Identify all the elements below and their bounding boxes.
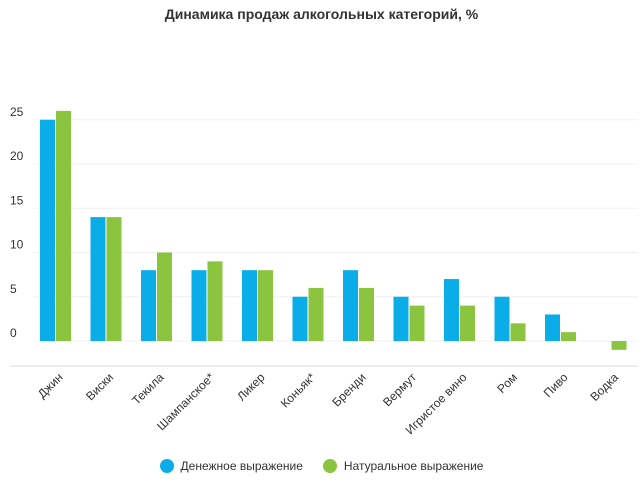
x-tick-label: Виски bbox=[83, 370, 116, 403]
x-tick-label: Бренди bbox=[329, 370, 368, 409]
legend-marker-volume bbox=[322, 459, 337, 473]
chart-title: Динамика продаж алкогольных категорий, % bbox=[164, 6, 479, 22]
bar-monetary[interactable] bbox=[191, 270, 207, 341]
y-tick-label: 0 bbox=[10, 326, 17, 340]
y-tick-label: 20 bbox=[10, 149, 24, 163]
x-tick-label: Вермут bbox=[380, 370, 419, 409]
bar-volume[interactable] bbox=[207, 261, 223, 341]
bar-volume[interactable] bbox=[611, 341, 627, 350]
bar-monetary[interactable] bbox=[90, 217, 106, 341]
legend-marker-monetary bbox=[159, 459, 174, 473]
bar-volume[interactable] bbox=[106, 217, 122, 341]
x-tick-label: Ром bbox=[494, 370, 520, 396]
x-tick-label: Пиво bbox=[541, 370, 571, 400]
x-tick-label: Текила bbox=[129, 370, 167, 408]
legend: Денежное выражение Натуральное выражение bbox=[0, 459, 643, 473]
y-tick-label: 25 bbox=[10, 105, 24, 119]
bar-volume[interactable] bbox=[359, 287, 374, 341]
legend-label-monetary: Денежное выражение bbox=[180, 459, 303, 473]
bar-monetary[interactable] bbox=[141, 270, 156, 341]
x-tick-label: Коньяк* bbox=[278, 370, 319, 411]
bar-monetary[interactable] bbox=[494, 296, 510, 341]
bar-volume[interactable] bbox=[460, 305, 475, 341]
bar-volume[interactable] bbox=[510, 323, 526, 341]
y-tick-label: 5 bbox=[10, 282, 17, 296]
bar-monetary[interactable] bbox=[242, 270, 257, 341]
y-tick-label: 15 bbox=[10, 193, 24, 207]
legend-label-volume: Натуральное выражение bbox=[343, 459, 484, 473]
bar-volume[interactable] bbox=[56, 110, 71, 342]
bar-volume[interactable] bbox=[308, 287, 324, 341]
x-tick-label: Водка bbox=[587, 370, 621, 404]
x-tick-label: Ликер bbox=[234, 370, 268, 404]
bar-volume[interactable] bbox=[561, 332, 576, 341]
x-tick-label: Джин bbox=[35, 370, 66, 401]
bar-monetary[interactable] bbox=[40, 119, 55, 341]
bar-monetary[interactable] bbox=[393, 296, 409, 341]
y-tick-label: 10 bbox=[10, 238, 24, 252]
bar-monetary[interactable] bbox=[545, 314, 560, 341]
bar-volume[interactable] bbox=[157, 252, 172, 342]
bar-monetary[interactable] bbox=[343, 270, 358, 341]
bar-volume[interactable] bbox=[409, 305, 425, 341]
bar-monetary[interactable] bbox=[444, 279, 459, 341]
legend-item-volume[interactable]: Натуральное выражение bbox=[322, 459, 484, 473]
legend-item-monetary[interactable]: Денежное выражение bbox=[159, 459, 303, 473]
bar-monetary[interactable] bbox=[292, 296, 308, 341]
bar-volume[interactable] bbox=[258, 270, 273, 341]
